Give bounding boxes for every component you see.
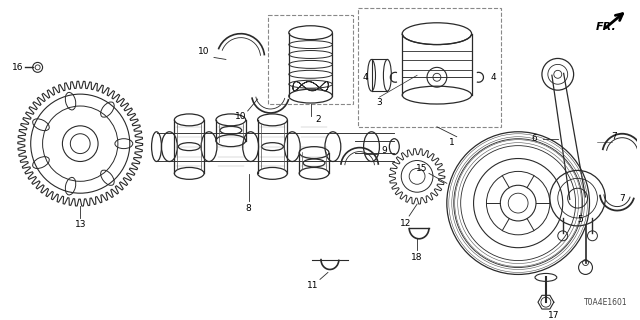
Text: 6: 6 (531, 134, 537, 143)
Text: 4: 4 (491, 73, 496, 82)
Text: 15: 15 (416, 164, 428, 173)
Text: 1: 1 (449, 138, 454, 147)
Text: 7: 7 (620, 194, 625, 203)
Text: 8: 8 (246, 204, 252, 212)
Text: 12: 12 (399, 220, 411, 228)
Text: 3: 3 (376, 98, 382, 107)
Bar (358, 8, 501, 127)
Text: 17: 17 (548, 310, 559, 320)
Text: 7: 7 (611, 132, 617, 141)
Text: 13: 13 (74, 220, 86, 229)
Text: 9: 9 (381, 146, 387, 155)
Text: 10: 10 (198, 47, 210, 56)
Text: 11: 11 (307, 281, 319, 290)
Text: 10: 10 (235, 112, 246, 121)
Text: 18: 18 (412, 253, 423, 262)
Bar (269, 15, 353, 104)
Text: 16: 16 (12, 63, 24, 72)
Text: 2: 2 (316, 116, 321, 124)
Text: 4: 4 (363, 73, 369, 82)
Text: 5: 5 (578, 215, 584, 224)
Text: FR.: FR. (595, 22, 616, 32)
Text: T0A4E1601: T0A4E1601 (584, 298, 627, 307)
